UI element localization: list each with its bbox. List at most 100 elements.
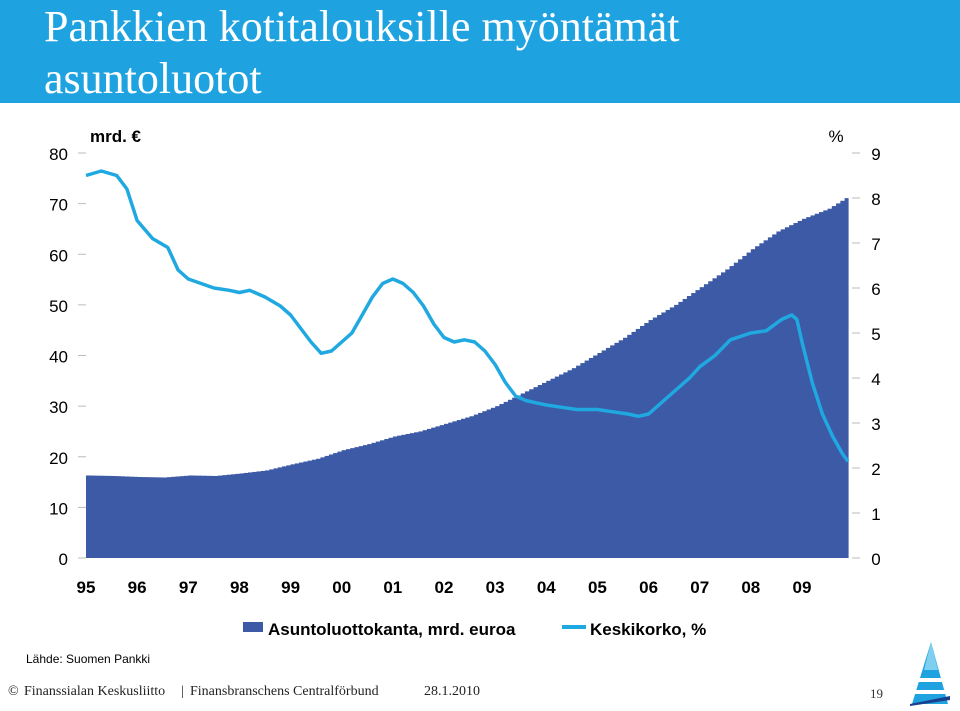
loan-stock-bar — [559, 374, 564, 558]
loan-stock-bar — [469, 416, 475, 558]
loan-stock-bar — [750, 249, 756, 558]
loan-stock-bar — [333, 453, 339, 558]
loan-stock-bar — [584, 360, 590, 558]
loan-stock-bar — [495, 406, 500, 558]
loan-stock-bar — [836, 203, 841, 558]
loan-stock-bar — [593, 355, 599, 558]
loan-stock-bar — [418, 431, 424, 558]
loan-stock-bar — [328, 454, 334, 558]
loan-stock-bar — [674, 304, 679, 558]
loan-stock-bar — [776, 231, 782, 558]
loan-stock-bar — [614, 342, 620, 558]
loan-stock-bar — [269, 469, 275, 558]
right-tick-label: 0 — [871, 550, 880, 569]
loan-stock-bar — [605, 347, 611, 558]
loan-stock-bar — [563, 372, 569, 558]
x-tick-label: 02 — [435, 578, 454, 597]
x-tick-label: 04 — [537, 578, 556, 597]
loan-stock-bar — [350, 448, 356, 558]
loan-stock-bar — [742, 255, 748, 558]
loan-stock-bar — [409, 433, 415, 558]
loan-stock-bar — [712, 278, 718, 558]
loan-stock-bar — [158, 477, 164, 558]
loan-stock-bar — [456, 420, 462, 558]
loan-stock-bar — [218, 475, 223, 558]
loan-stock-bar — [179, 476, 185, 558]
right-tick-label: 1 — [871, 505, 880, 524]
loan-stock-bar — [414, 432, 420, 558]
loan-stock-bar — [746, 252, 752, 558]
loan-stock-bar — [286, 465, 292, 558]
loan-stock-bar — [797, 220, 803, 559]
loan-stock-bar — [405, 433, 411, 558]
loan-stock-bar — [567, 370, 573, 558]
loan-stock-bar — [644, 323, 650, 558]
loan-stock-bar — [708, 281, 714, 558]
loan-stock-bar — [652, 317, 658, 558]
loan-stock-bar — [294, 463, 300, 558]
slide-title-line-2: asuntoluotot — [44, 54, 262, 103]
loan-stock-bar — [725, 269, 731, 558]
loan-stock-bar — [473, 414, 479, 558]
loan-stock-bar — [840, 200, 846, 558]
legend: Asuntoluottokanta, mrd. euroa Keskikorko,… — [243, 620, 706, 639]
loan-stock-bar — [844, 198, 849, 558]
loan-stock-bar — [371, 442, 377, 558]
loan-stock-bar — [380, 440, 385, 558]
left-tick-label: 20 — [49, 449, 68, 468]
right-tick-label: 9 — [871, 145, 880, 164]
x-tick-label: 96 — [128, 578, 147, 597]
loan-stock-bar — [503, 401, 509, 558]
loan-stock-bar — [703, 284, 709, 558]
loan-stock-bar — [98, 475, 104, 558]
loan-stock-bar — [665, 309, 671, 558]
source-note: Lähde: Suomen Pankki — [26, 652, 151, 666]
loan-stock-bar — [699, 287, 705, 558]
loan-stock-bar — [90, 475, 96, 558]
left-tick-label: 30 — [49, 398, 68, 417]
loan-stock-bar — [273, 468, 279, 558]
legend-bar-label: Asuntoluottokanta, mrd. euroa — [268, 620, 516, 639]
loan-stock-bar — [793, 223, 799, 558]
loan-stock-bar — [729, 266, 735, 558]
loan-stock-bar — [252, 471, 258, 558]
x-tick-label: 99 — [281, 578, 300, 597]
slide-title-line-1: Pankkien kotitalouksille myöntämät — [44, 2, 680, 51]
loan-stock-bar — [324, 455, 330, 558]
loan-stock-bar — [631, 331, 637, 558]
loan-stock-bar — [307, 460, 313, 558]
loan-stock-bar — [678, 301, 684, 558]
loan-stock-bar — [682, 298, 688, 558]
organization-logo-icon — [910, 642, 950, 706]
loan-stock-bar — [801, 218, 807, 558]
right-axis-unit: % — [828, 127, 843, 146]
loan-stock-bar — [192, 475, 198, 558]
loan-stock-bar — [784, 227, 790, 558]
x-tick-label: 03 — [486, 578, 505, 597]
x-tick-label: 08 — [741, 578, 760, 597]
loan-stock-bar — [397, 435, 402, 558]
loan-stock-bar — [580, 363, 586, 558]
loan-stock-bar — [239, 473, 245, 558]
loan-stock-bar — [384, 439, 390, 558]
loan-stock-bar — [188, 475, 194, 558]
loan-stock-bar — [209, 475, 215, 558]
loan-stock-bar — [759, 243, 765, 558]
loan-stock-bar — [196, 475, 202, 558]
loan-stock-bar — [137, 477, 142, 558]
loan-stock-bar — [260, 470, 266, 558]
loan-stock-bar — [763, 240, 769, 558]
left-tick-label: 40 — [49, 348, 68, 367]
loan-stock-bar — [831, 206, 837, 559]
loan-stock-bar — [201, 475, 206, 558]
loan-stock-bar — [337, 451, 343, 558]
loan-stock-bar — [635, 328, 641, 558]
loan-stock-bar — [435, 426, 441, 558]
loan-stock-bar — [806, 217, 812, 558]
x-tick-label: 06 — [639, 578, 658, 597]
loan-stock-bar — [86, 475, 91, 558]
loan-stock-bar — [375, 441, 381, 558]
right-tick-label: 7 — [871, 235, 880, 254]
loan-stock-bar — [354, 447, 360, 558]
